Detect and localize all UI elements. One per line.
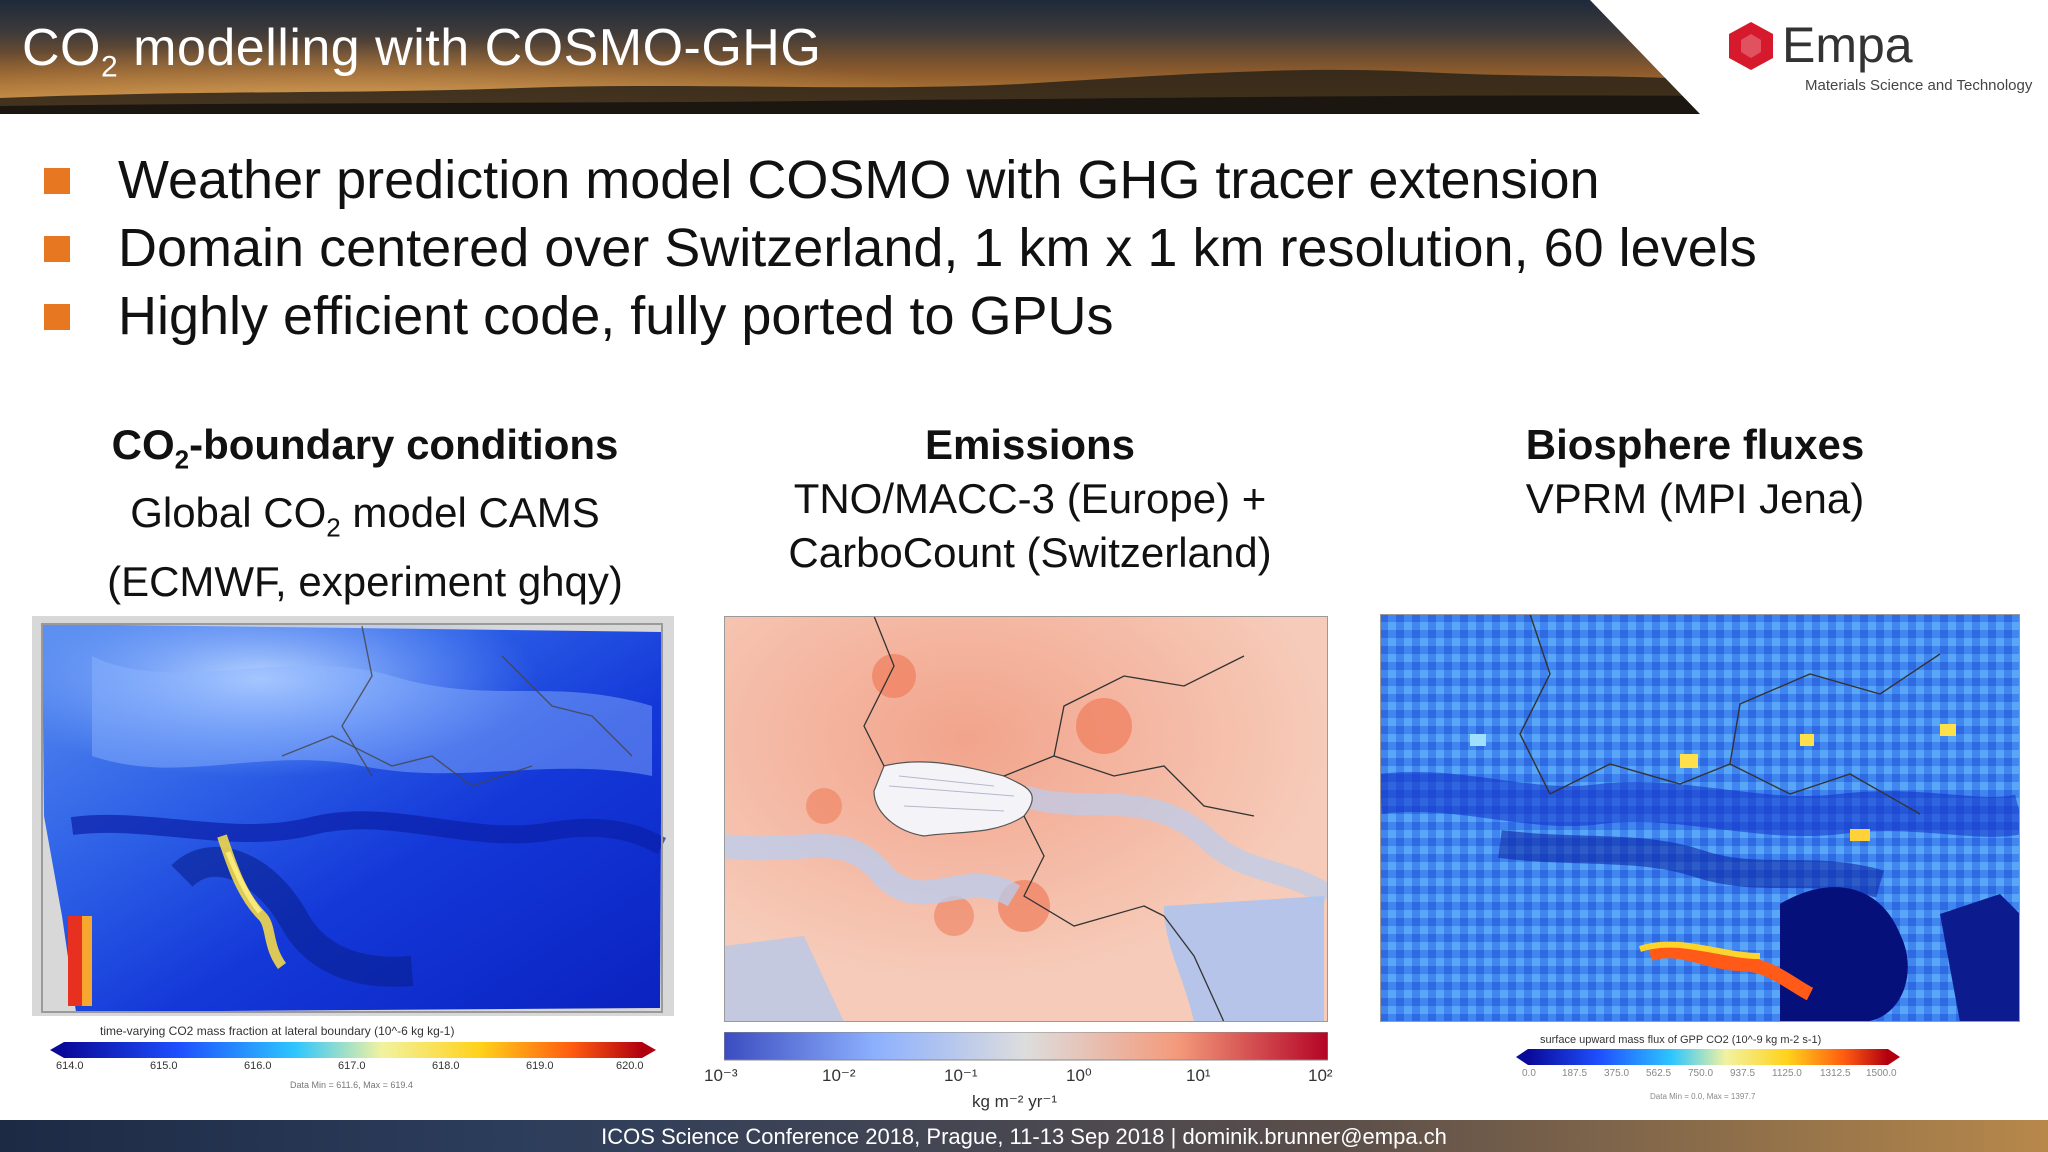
bullet-square-icon [44,168,70,194]
header-banner: CO2 modelling with COSMO-GHG [0,0,1700,114]
boundary-conditions-column: CO2-boundary conditions Global CO2 model… [60,418,670,609]
boundary-tick: 620.0 [616,1060,644,1072]
biosphere-line-1: VPRM (MPI Jena) [1525,475,1865,522]
emissions-tick: 10² [1308,1066,1333,1085]
emissions-unit: kg m⁻² yr⁻¹ [972,1092,1057,1111]
bullet-item: Weather prediction model COSMO with GHG … [44,146,1757,214]
boundary-conditions-line-1: Global CO2 model CAMS [130,489,600,543]
boundary-tick: 616.0 [244,1060,272,1072]
emissions-tick: 10¹ [1186,1066,1211,1085]
emissions-tick: 10⁻² [822,1066,856,1085]
biosphere-tick: 562.5 [1646,1068,1672,1079]
emissions-line-1: TNO/MACC-3 (Europe) + [793,475,1267,522]
boundary-data-stats: Data Min = 611.6, Max = 619.4 [290,1080,413,1090]
emissions-heading: Emissions [924,421,1136,468]
boundary-tick: 617.0 [338,1060,366,1072]
emissions-map [724,616,1328,1022]
boundary-tick: 614.0 [56,1060,84,1072]
footer-bar: ICOS Science Conference 2018, Prague, 11… [0,1120,2048,1152]
emissions-line-2: CarboCount (Switzerland) [788,529,1272,576]
bullet-square-icon [44,304,70,330]
emissions-map-image [724,616,1328,1022]
biosphere-data-stats: Data Min = 0.0, Max = 1397.7 [1650,1092,1756,1101]
emissions-tick: 10⁻¹ [944,1066,978,1085]
empa-logo-tagline: Materials Science and Technology [1805,77,2033,94]
empa-logo: Empa Materials Science and Technology [1725,14,2032,104]
emissions-tick: 10⁰ [1066,1066,1092,1085]
empa-logo-mark-icon [1729,22,1773,70]
bullet-text: Domain centered over Switzerland, 1 km x… [118,218,1757,278]
biosphere-map [1380,614,2020,1022]
bullet-list: Weather prediction model COSMO with GHG … [44,146,1757,350]
boundary-conditions-line-2: (ECMWF, experiment ghqy) [107,557,623,605]
biosphere-colorbar [1516,1049,1900,1065]
boundary-tick: 615.0 [150,1060,178,1072]
emissions-tick: 10⁻³ [704,1066,738,1085]
bullet-text: Weather prediction model COSMO with GHG … [118,150,1600,210]
biosphere-column: Biosphere fluxes VPRM (MPI Jena) [1400,418,1990,526]
biosphere-tick: 1125.0 [1772,1068,1802,1079]
boundary-colorbar [50,1042,656,1058]
boundary-conditions-heading: CO2-boundary conditions [111,421,619,475]
biosphere-tick: 187.5 [1562,1068,1588,1079]
biosphere-tick: 375.0 [1604,1068,1630,1079]
bullet-square-icon [44,236,70,262]
boundary-colorbar-title: time-varying CO2 mass fraction at latera… [100,1024,455,1038]
bullet-item: Highly efficient code, fully ported to G… [44,282,1757,350]
boundary-co2-map [32,616,674,1016]
biosphere-map-image [1380,614,2020,1022]
biosphere-tick: 937.5 [1730,1068,1756,1079]
biosphere-tick: 750.0 [1688,1068,1714,1079]
boundary-tick: 618.0 [432,1060,460,1072]
bullet-text: Highly efficient code, fully ported to G… [118,286,1114,346]
biosphere-tick: 1500.0 [1866,1068,1897,1079]
footer-text: ICOS Science Conference 2018, Prague, 11… [601,1124,1447,1149]
slide-title: CO2 modelling with COSMO-GHG [22,19,822,84]
boundary-co2-map-image [41,623,667,1013]
empa-logo-wordmark: Empa [1782,17,1913,73]
header-diagonal-cut [1590,0,1700,114]
biosphere-heading: Biosphere fluxes [1525,421,1865,468]
boundary-tick: 619.0 [526,1060,554,1072]
biosphere-tick: 0.0 [1522,1068,1536,1079]
emissions-colorbar [724,1032,1328,1061]
emissions-column: Emissions TNO/MACC-3 (Europe) + CarboCou… [720,418,1340,580]
bullet-item: Domain centered over Switzerland, 1 km x… [44,214,1757,282]
biosphere-colorbar-title: surface upward mass flux of GPP CO2 (10^… [1540,1034,1822,1046]
header-hills-silhouette [0,69,1700,114]
biosphere-tick: 1312.5 [1820,1068,1851,1079]
